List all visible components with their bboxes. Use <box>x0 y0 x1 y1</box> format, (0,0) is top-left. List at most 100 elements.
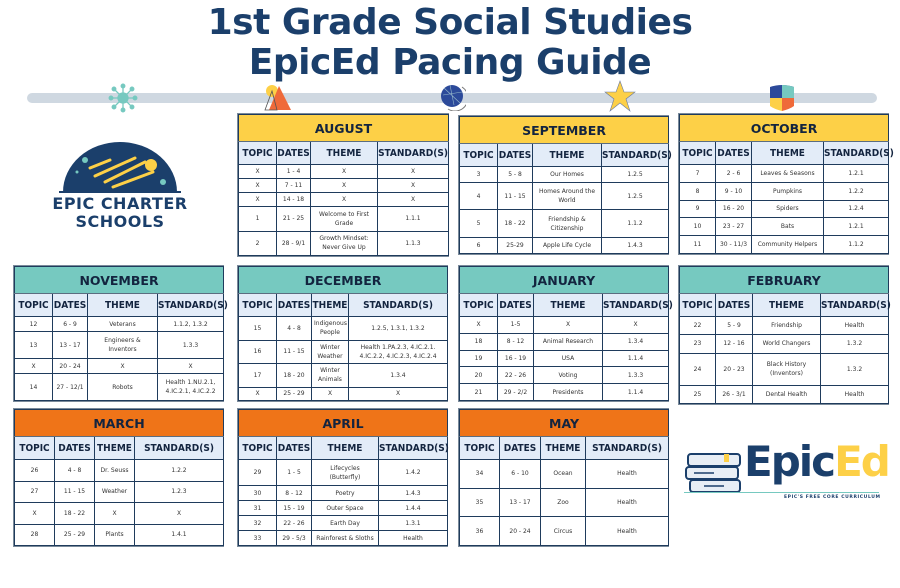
table-cell: Health <box>584 516 670 546</box>
table-cell: X <box>134 502 224 525</box>
column-header: STANDARD(S) <box>156 293 228 317</box>
column-header: TOPIC <box>459 143 498 167</box>
column-header: TOPIC <box>679 141 716 165</box>
table-cell: 19 <box>459 349 498 368</box>
table-cell: 30 <box>238 485 277 502</box>
table-cell: 9 <box>679 199 716 219</box>
table-cell: 10 <box>679 217 716 237</box>
column-header: DATES <box>276 141 311 165</box>
table-cell: Animal Research <box>533 332 603 351</box>
table-cell: 20 <box>459 366 498 385</box>
table-cell: 14 <box>14 373 53 401</box>
column-header: THEME <box>311 293 349 317</box>
table-row: 30 8 - 12 Poetry 1.4.3 <box>238 485 449 502</box>
table-cell: 30 - 11/3 <box>715 235 752 254</box>
month-title: NOVEMBER <box>13 266 225 294</box>
table-cell: 1.4.4 <box>377 500 449 517</box>
table-cell: Zoo <box>540 487 586 518</box>
month-table-december: DECEMBER TOPIC DATES THEME STANDARD(S) 15 4 - … <box>237 265 449 402</box>
table-row: 17 18 - 20 Winter Animals 1.3.4 <box>238 363 449 388</box>
table-cell: 27 - 12/1 <box>52 373 88 401</box>
table-cell: Veterans <box>87 315 158 333</box>
table-cell: Welcome to First Grade <box>310 206 378 232</box>
table-cell: 15 - 19 <box>276 500 312 517</box>
table-cell: 1.3.4 <box>347 363 449 388</box>
table-cell: 1.1.2 <box>600 209 670 239</box>
table-row: 5 18 - 22 Friendship & Citizenship 1.1.2 <box>459 209 670 239</box>
table-cell: 1.4.2 <box>377 458 449 487</box>
column-header: STANDARD(S) <box>601 293 673 317</box>
column-header: TOPIC <box>14 436 55 460</box>
table-cell: 29 <box>238 458 277 487</box>
table-row: 25 26 - 3/1 Dental Health Health <box>679 384 890 405</box>
page-title-line2: EpicEd Pacing Guide <box>248 42 652 83</box>
table-row: 16 11 - 15 Winter Weather Health 1.PA.2.3, … <box>238 339 449 365</box>
table-cell: 28 - 9/1 <box>276 230 311 256</box>
shapes-icon <box>264 85 291 111</box>
table-cell: 34 <box>459 459 500 489</box>
table-cell: 1.2.2 <box>822 181 890 201</box>
table-cell: 22 <box>679 315 716 336</box>
table-row: 28 25 - 29 Plants 1.4.1 <box>14 523 224 546</box>
table-cell: Our Homes <box>532 166 602 183</box>
table-cell: 25-29 <box>497 237 533 254</box>
table-cell: Rainforest & Sloths <box>311 530 379 546</box>
table-cell: 18 - 20 <box>276 363 312 388</box>
table-row: X 20 - 24 X X <box>14 357 225 375</box>
month-table-april: APRIL TOPIC DATES THEME STANDARD(S) 29 1 - 5 Li… <box>237 408 449 547</box>
table-cell: X <box>238 178 277 193</box>
month-title: SEPTEMBER <box>458 116 670 144</box>
table-cell: X <box>14 357 53 375</box>
table-cell: 16 <box>238 339 277 365</box>
table-cell: 17 <box>238 363 277 388</box>
table-cell: 25 - 29 <box>276 386 312 402</box>
table-cell: 7 - 11 <box>276 178 311 193</box>
table-row: 31 15 - 19 Outer Space 1.4.4 <box>238 500 449 517</box>
table-cell: Black History (Inventors) <box>752 352 821 386</box>
month-table-january: JANUARY TOPIC DATES THEME STANDARD(S) X 1-5 X X 1… <box>458 265 673 402</box>
column-header: THEME <box>751 141 824 165</box>
table-cell: 1-5 <box>497 316 534 334</box>
table-cell: Earth Day <box>311 515 379 532</box>
table-row: 21 29 - 2/2 Presidents 1.1.4 <box>459 383 670 401</box>
column-header: DATES <box>54 436 95 460</box>
table-cell: 12 <box>14 315 53 333</box>
table-cell: 4 <box>459 181 498 211</box>
column-header: THEME <box>532 143 602 167</box>
epiced-name-part2: Ed <box>834 437 891 486</box>
table-cell: 1.2.4 <box>822 199 890 219</box>
table-cell: 1 <box>238 206 277 232</box>
column-header: TOPIC <box>459 436 500 460</box>
table-cell: 18 <box>459 332 498 351</box>
table-row: 32 22 - 26 Earth Day 1.3.1 <box>238 515 449 532</box>
table-row: 29 1 - 5 Lifecycles (Butterfly) 1.4.2 <box>238 458 449 487</box>
table-cell: 13 - 17 <box>499 487 541 518</box>
table-cell: X <box>376 192 450 207</box>
table-cell: 8 - 12 <box>497 332 534 351</box>
epiced-name-part1: Epic <box>744 437 836 486</box>
table-cell: 1.3.1 <box>377 515 449 532</box>
column-header: THEME <box>310 141 378 165</box>
table-cell: Health 1.PA.2.3, 4.IC.2.1. 4.IC.2.2, 4.I… <box>347 339 449 365</box>
table-cell: 8 - 12 <box>276 485 312 502</box>
month-title: APRIL <box>237 409 449 437</box>
table-cell: 6 - 10 <box>499 459 541 489</box>
table-cell: Ocean <box>540 459 586 489</box>
table-cell: X <box>238 386 277 402</box>
column-header: DATES <box>497 293 534 317</box>
globe-icon <box>441 84 466 111</box>
table-cell: 1.3.3 <box>601 366 670 385</box>
column-header: STANDARD(S) <box>347 293 449 317</box>
table-row: X 25 - 29 X X <box>238 386 449 402</box>
table-cell: 16 - 19 <box>497 349 534 368</box>
table-cell: 7 <box>679 164 716 183</box>
table-cell: Health <box>584 487 670 518</box>
month-title: MARCH <box>14 409 224 437</box>
table-cell: 5 - 8 <box>497 166 533 183</box>
table-cell: 14 - 18 <box>276 192 311 207</box>
column-header: THEME <box>87 293 158 317</box>
month-title: MAY <box>458 409 670 437</box>
table-cell: X <box>238 192 277 207</box>
